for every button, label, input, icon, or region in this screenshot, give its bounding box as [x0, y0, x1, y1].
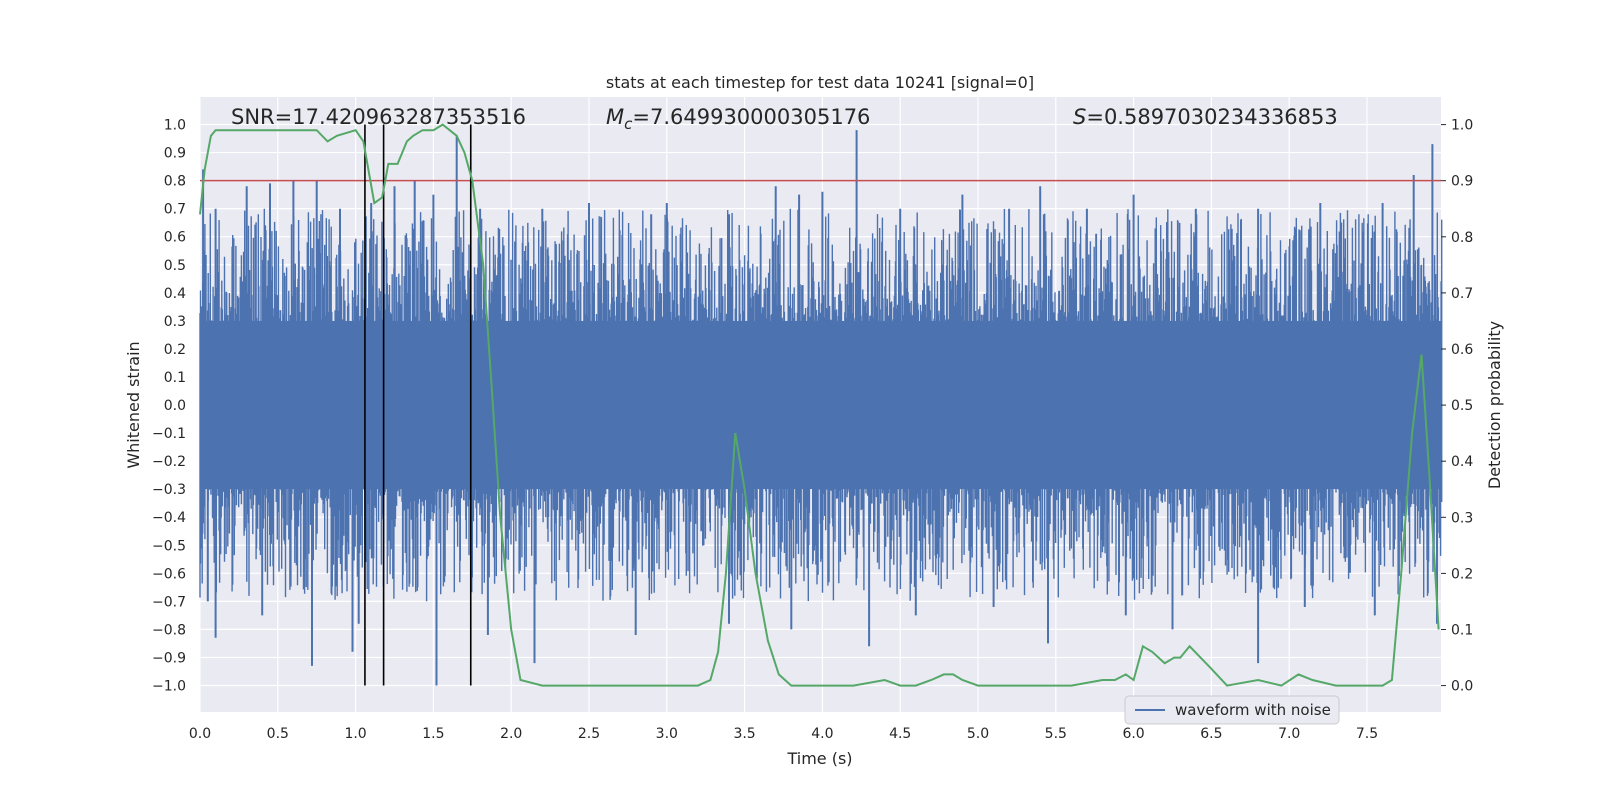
- y-tick-label: 0.8: [164, 174, 186, 190]
- y-tick-label: 0.2: [164, 342, 186, 358]
- x-tick-label: 2.5: [578, 726, 600, 742]
- y2-tick-label: 1.0: [1451, 118, 1473, 134]
- y-tick-label: −0.5: [152, 538, 186, 554]
- y2-tick-label: 0.6: [1451, 342, 1473, 358]
- x-tick-label: 0.0: [189, 726, 211, 742]
- y2-tick-labels: 1.0 0.9 0.8 0.7 0.6 0.5 0.4 0.3 0.2 0.1 0.0: [1441, 118, 1473, 695]
- y-tick-label: −0.7: [152, 594, 186, 610]
- y-tick-label: 0.3: [164, 314, 186, 330]
- event-markers: [364, 124, 472, 686]
- y-tick-label: −0.4: [152, 510, 186, 526]
- detection-probability-line: [199, 123, 1440, 687]
- y-tick-label: 0.7: [164, 202, 186, 218]
- x-tick-label: 1.0: [344, 726, 366, 742]
- y2-tick-label: 0.3: [1451, 510, 1473, 526]
- x-tick-label: 4.5: [889, 726, 911, 742]
- snr-annotation: SNR=17.420963287353516: [231, 105, 526, 129]
- y-tick-label: −0.2: [152, 454, 186, 470]
- x-axis-title: Time (s): [786, 749, 852, 768]
- x-tick-label: 6.0: [1122, 726, 1144, 742]
- x-tick-label: 6.5: [1200, 726, 1222, 742]
- y-tick-label: −1.0: [152, 679, 186, 695]
- x-tick-label: 0.5: [267, 726, 289, 742]
- y2-tick-label: 0.5: [1451, 398, 1473, 414]
- x-tick-label: 2.0: [500, 726, 522, 742]
- x-tick-label: 7.5: [1356, 726, 1378, 742]
- waveform-series: [199, 130, 1443, 686]
- y2-tick-label: 0.7: [1451, 286, 1473, 302]
- legend: waveform with noise: [1124, 695, 1340, 725]
- y-tick-label: −0.1: [152, 426, 186, 442]
- y2-tick-label: 0.2: [1451, 566, 1473, 582]
- x-tick-labels: 0.0 0.5 1.0 1.5 2.0 2.5 3.0 3.5 4.0 4.5 5.0 5.5 6.0 6…: [189, 726, 1378, 742]
- x-tick-label: 5.5: [1045, 726, 1067, 742]
- x-tick-label: 3.5: [733, 726, 755, 742]
- x-tick-label: 4.0: [811, 726, 833, 742]
- y-tick-label: 0.5: [164, 258, 186, 274]
- y-tick-label: 0.0: [164, 398, 186, 414]
- y2-tick-label: 0.0: [1451, 679, 1473, 695]
- legend-box: [1124, 695, 1340, 725]
- x-tick-label: 1.5: [422, 726, 444, 742]
- x-tick-label: 7.0: [1278, 726, 1300, 742]
- y2-tick-label: 0.8: [1451, 230, 1473, 246]
- y-axis-title: Whitened strain: [124, 341, 143, 468]
- y-tick-labels: 1.0 0.9 0.8 0.7 0.6 0.5 0.4 0.3 0.2 0.1 0.0 −0.1 −0.…: [152, 118, 186, 695]
- y-tick-label: 0.4: [164, 286, 186, 302]
- y2-tick-label: 0.4: [1451, 454, 1473, 470]
- x-tick-label: 3.0: [656, 726, 678, 742]
- x-tick-label: 5.0: [967, 726, 989, 742]
- y-tick-label: 1.0: [164, 118, 186, 134]
- y-tick-label: −0.3: [152, 482, 186, 498]
- legend-label: waveform with noise: [1175, 701, 1331, 719]
- mc-annotation: Mc=7.649930000305176: [606, 105, 870, 133]
- waveform-core: [200, 320, 1442, 490]
- y-tick-label: 0.1: [164, 370, 186, 386]
- y-tick-label: 0.6: [164, 230, 186, 246]
- chart-title: stats at each timestep for test data 102…: [606, 73, 1034, 92]
- y-tick-label: −0.6: [152, 566, 186, 582]
- y-tick-label: −0.9: [152, 650, 186, 666]
- waveform-spikes: [202, 130, 1438, 686]
- y2-tick-label: 0.9: [1451, 174, 1473, 190]
- s-annotation: S=0.5897030234336853: [1073, 105, 1338, 129]
- y-tick-label: 0.9: [164, 146, 186, 162]
- y2-axis-title: Detection probability: [1485, 321, 1504, 489]
- y-tick-label: −0.8: [152, 622, 186, 638]
- y2-tick-label: 0.1: [1451, 623, 1473, 639]
